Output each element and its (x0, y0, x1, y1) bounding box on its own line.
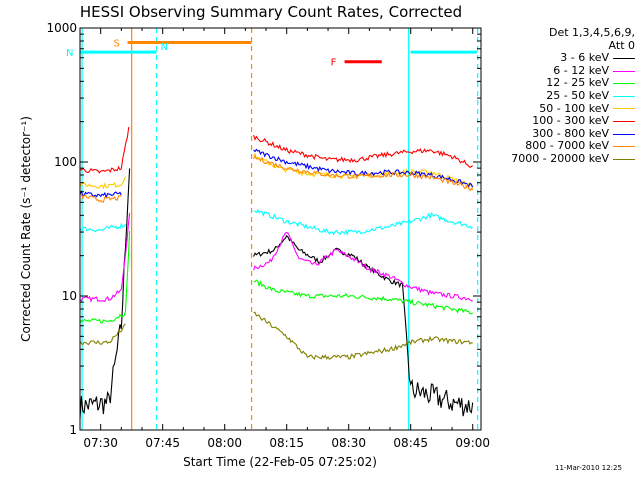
legend-swatch (613, 120, 635, 122)
chart-title: HESSI Observing Summary Count Rates, Cor… (80, 3, 462, 21)
x-tick-label: 08:45 (393, 436, 428, 450)
legend-entry-label: 25 - 50 keV (546, 88, 609, 102)
y-axis-label: Corrected Count Rate (s⁻¹ detector⁻¹) (19, 116, 33, 342)
s-bar-label: S (114, 38, 120, 49)
series-line-7000-20000-kev (80, 311, 473, 360)
legend-swatch (613, 57, 635, 59)
y-tick-label: 1 (69, 423, 77, 437)
legend-entry: 25 - 50 keV (485, 88, 635, 103)
legend-swatch (613, 95, 635, 97)
legend-entry: 800 - 7000 keV (485, 140, 635, 153)
series-line-25-50-kev (80, 208, 473, 237)
plot-frame (79, 27, 482, 431)
legend-entry-label: 100 - 300 keV (532, 114, 609, 128)
legend-swatch (613, 133, 635, 135)
legend-entry-label: 800 - 7000 keV (525, 139, 609, 153)
series-line-300-800-kev (80, 148, 474, 199)
legend-swatch (613, 146, 635, 148)
x-tick-label: 09:00 (455, 436, 490, 450)
axes: 07:30 07:45 08:00 08:15 08:30 08:45 09:00 1 10 10… (46, 21, 490, 450)
y-tick-label: 1000 (46, 21, 77, 35)
legend-entry: 100 - 300 keV (485, 115, 635, 128)
legend-entry: 300 - 800 keV (485, 126, 635, 141)
legend-entry-label: 50 - 100 keV (539, 101, 609, 115)
x-tick-label: 08:00 (207, 436, 242, 450)
series-line-3-6-kev (80, 168, 474, 419)
legend: Det 1,3,4,5,6,9, Att 0 3 - 6 keV 6 - 12 k… (485, 26, 635, 166)
n-bar-label: N (160, 42, 167, 53)
x-tick-label: 07:45 (145, 436, 180, 450)
series-line-800-7000-kev (80, 154, 474, 203)
series-line-12-25-kev (80, 230, 473, 324)
x-axis-label: Start Time (22-Feb-05 07:25:02) (183, 455, 377, 469)
legend-entry: 50 - 100 keV (485, 101, 635, 116)
legend-swatch (613, 83, 635, 85)
legend-entry: 7000 - 20000 keV (485, 151, 635, 166)
series-line-50-100-kev (80, 152, 474, 190)
legend-swatch (613, 158, 635, 160)
legend-entry: 6 - 12 keV (485, 63, 635, 78)
legend-header-line-1: Det 1,3,4,5,6,9, (548, 26, 635, 39)
y-tick-label: 100 (54, 155, 77, 169)
y-tick-label: 10 (62, 289, 77, 303)
plot-area (80, 28, 479, 430)
legend-entry-label: 12 - 25 keV (546, 76, 609, 90)
x-tick-label: 08:30 (331, 436, 366, 450)
legend-swatch (613, 70, 635, 72)
svg-text:N: N (66, 48, 73, 59)
legend-swatch (613, 108, 635, 110)
legend-entry-label: 6 - 12 keV (553, 63, 609, 77)
x-tick-label: 08:15 (269, 436, 304, 450)
legend-entry: 3 - 6 keV (485, 52, 635, 65)
legend-entry: 12 - 25 keV (485, 77, 635, 90)
series-line-6-12-kev (80, 213, 473, 303)
legend-entry-label: 3 - 6 keV (560, 51, 609, 65)
legend-header-line-2: Att 0 (608, 38, 635, 52)
x-tick-label: 07:30 (83, 436, 118, 450)
series-line-100-300-kev (80, 126, 474, 174)
footer-timestamp: 11-Mar-2010 12:25 (555, 464, 622, 472)
legend-entry-label: 7000 - 20000 keV (511, 151, 609, 165)
legend-entry-label: 300 - 800 keV (532, 126, 609, 140)
f-bar-label: F (331, 58, 337, 69)
